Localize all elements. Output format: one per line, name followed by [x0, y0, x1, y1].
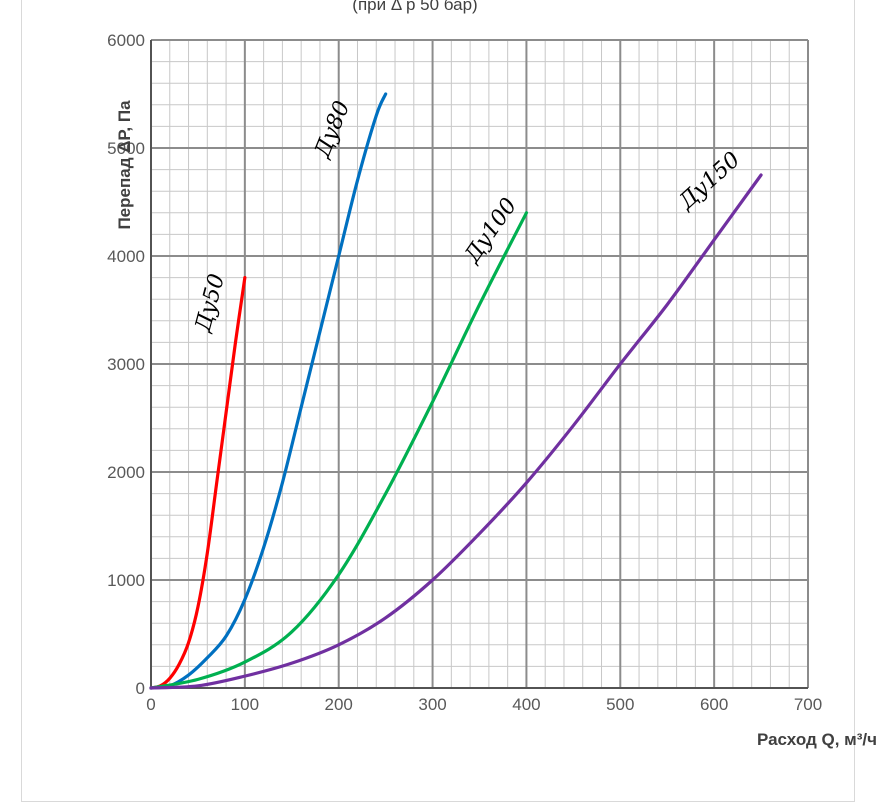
series-label-4: Ду150	[674, 147, 745, 215]
series-labels: Ду50 Ду80 Ду100 Ду150	[190, 97, 745, 335]
axes	[150, 40, 808, 689]
x-tick-label: 400	[512, 695, 540, 714]
x-tick-label: 700	[794, 695, 822, 714]
grid	[150, 39, 809, 689]
x-tick-label: 100	[231, 695, 259, 714]
y-tick-label: 0	[136, 679, 145, 698]
chart-title: (при Δ р 50 бар)	[352, 0, 477, 14]
series-line-2	[149, 92, 388, 690]
y-tick-label: 4000	[107, 247, 145, 266]
y-tick-label: 2000	[107, 463, 145, 482]
y-tick-label: 6000	[107, 31, 145, 50]
x-tick-label: 300	[418, 695, 446, 714]
series-lines	[149, 92, 763, 690]
y-tick-label: 3000	[107, 355, 145, 374]
x-tick-label: 600	[700, 695, 728, 714]
tick-labels: 0 100 200 300 400 500 600 700 0 1000 2000 3000 4000 5…	[107, 31, 822, 714]
y-tick-label: 5000	[107, 139, 145, 158]
series-line-3	[149, 211, 529, 690]
y-tick-label: 1000	[107, 571, 145, 590]
x-tick-label: 0	[146, 695, 155, 714]
x-axis-title: Расход Q, м³/ч	[757, 730, 877, 749]
y-axis-title: Перепад ΔР, Па	[115, 100, 134, 230]
series-label-1: Ду50	[190, 271, 230, 335]
series-label-3: Ду100	[459, 194, 522, 269]
x-tick-label: 200	[325, 695, 353, 714]
series-line-1	[149, 276, 247, 690]
x-tick-label: 500	[606, 695, 634, 714]
series-label-2: Ду80	[310, 97, 356, 162]
chart-frame	[21, 0, 855, 802]
series-line-4	[149, 173, 763, 690]
